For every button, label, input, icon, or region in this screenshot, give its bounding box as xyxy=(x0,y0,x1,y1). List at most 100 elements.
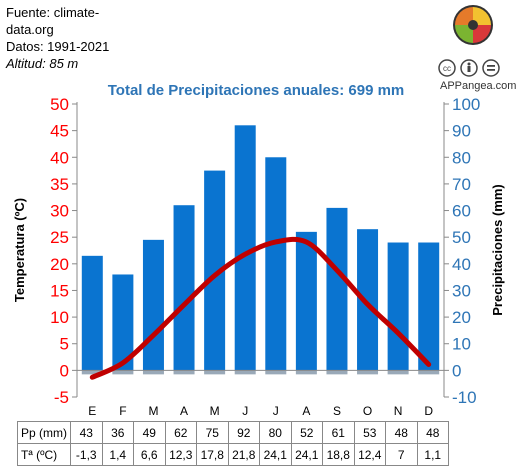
pp-cell: 36 xyxy=(101,421,134,444)
appangea-logo-icon xyxy=(453,5,493,45)
y-right-tick-label: 30 xyxy=(452,281,471,300)
precip-bar-base xyxy=(326,370,348,375)
precip-bar xyxy=(295,231,317,371)
temp-cell: 1,1 xyxy=(416,443,449,466)
y-right-tick-label: -10 xyxy=(452,388,477,407)
x-category-label: A xyxy=(180,404,188,418)
x-category-label: N xyxy=(394,404,403,418)
altitude: Altitud: 85 m xyxy=(6,56,79,71)
x-category-label: M xyxy=(148,404,158,418)
precip-bar-base xyxy=(265,370,287,375)
pp-cell: 43 xyxy=(70,421,103,444)
x-category-label: A xyxy=(302,404,310,418)
precip-bar-base xyxy=(234,370,256,375)
y-left-tick-label: 30 xyxy=(50,202,69,221)
temp-cell: 21,8 xyxy=(227,443,260,466)
x-category-label: J xyxy=(273,404,279,418)
x-category-label: E xyxy=(88,404,96,418)
pp-cell: 52 xyxy=(290,421,323,444)
source-line-2: data.org xyxy=(6,22,54,37)
pp-cell: 48 xyxy=(416,421,449,444)
precip-bar-base xyxy=(142,370,164,375)
precip-bar xyxy=(387,242,409,371)
y-left-tick-label: 10 xyxy=(50,308,69,327)
row-label-pp: Pp (mm) xyxy=(17,421,71,444)
pp-cell: 48 xyxy=(385,421,418,444)
precip-bar-base xyxy=(295,370,317,375)
y-left-tick-label: 50 xyxy=(50,95,69,114)
precip-bar-base xyxy=(387,370,409,375)
y-left-tick-label: 5 xyxy=(60,335,69,354)
temp-cell: 18,8 xyxy=(322,443,355,466)
temp-cell: 17,8 xyxy=(196,443,229,466)
precip-bar-base xyxy=(81,370,103,375)
temp-cell: 24,1 xyxy=(259,443,292,466)
y-right-tick-label: 60 xyxy=(452,202,471,221)
temp-cell: 7 xyxy=(385,443,418,466)
pp-cell: 80 xyxy=(259,421,292,444)
table-row: Pp (mm) 43 36 49 62 75 92 80 52 61 53 48 48 xyxy=(17,421,449,444)
temp-cell: 6,6 xyxy=(133,443,166,466)
climate-chart: Total de Precipitaciones anuales: 699 mm… xyxy=(12,82,505,418)
y-right-tick-label: 0 xyxy=(452,361,461,380)
pp-cell: 62 xyxy=(164,421,197,444)
table-row: Tª (ºC) -1,3 1,4 6,6 12,3 17,8 21,8 24,1 24,1 18… xyxy=(17,443,449,466)
data-table: Pp (mm) 43 36 49 62 75 92 80 52 61 53 48 48 Tª (ºC)… xyxy=(17,421,449,466)
x-category-label: F xyxy=(119,404,126,418)
creative-commons-icon: cc xyxy=(438,59,500,77)
pp-cell: 49 xyxy=(133,421,166,444)
precip-bar-base xyxy=(418,370,440,375)
row-label-t: Tª (ºC) xyxy=(17,443,71,466)
y-left-tick-label: 20 xyxy=(50,255,69,274)
y-left-tick-label: 35 xyxy=(50,175,69,194)
temp-cell: 12,3 xyxy=(164,443,197,466)
y-left-tick-label: 40 xyxy=(50,148,69,167)
temp-cell: 24,1 xyxy=(290,443,323,466)
chart-title: Total de Precipitaciones anuales: 699 mm xyxy=(108,82,405,99)
y-right-tick-label: 90 xyxy=(452,122,471,141)
y-left-tick-label: 0 xyxy=(60,361,69,380)
precip-bar xyxy=(326,207,348,371)
brand-name: APPangea.com xyxy=(440,80,517,92)
pp-cell: 53 xyxy=(353,421,386,444)
precip-bar xyxy=(357,229,379,371)
svg-text:cc: cc xyxy=(443,64,451,73)
temp-cell: 12,4 xyxy=(353,443,386,466)
precip-bar xyxy=(265,157,287,371)
y-left-tick-label: 45 xyxy=(50,122,69,141)
source-info: Fuente: climate- data.org Datos: 1991-20… xyxy=(6,4,109,72)
y-left-axis-label: Temperatura (ºC) xyxy=(12,198,27,302)
y-right-tick-label: 10 xyxy=(452,335,471,354)
precip-bar xyxy=(142,239,164,371)
pp-cell: 75 xyxy=(196,421,229,444)
precip-bar xyxy=(173,205,195,371)
precip-bar-base xyxy=(173,370,195,375)
temp-cell: 1,4 xyxy=(101,443,134,466)
y-right-tick-label: 80 xyxy=(452,148,471,167)
y-right-tick-label: 50 xyxy=(452,228,471,247)
source-line-1: Fuente: climate- xyxy=(6,5,100,20)
precip-bar-base xyxy=(204,370,226,375)
x-category-label: S xyxy=(333,404,341,418)
y-left-tick-label: 15 xyxy=(50,281,69,300)
precip-bar xyxy=(112,274,134,371)
y-left-tick-label: -5 xyxy=(54,388,69,407)
x-category-label: J xyxy=(242,404,248,418)
temperature-line xyxy=(89,236,432,380)
precip-bar xyxy=(418,242,440,371)
x-category-label: D xyxy=(424,404,433,418)
y-left-tick-label: 25 xyxy=(50,228,69,247)
y-right-tick-label: 20 xyxy=(452,308,471,327)
y-right-tick-label: 70 xyxy=(452,175,471,194)
precip-bar xyxy=(234,125,256,371)
pp-cell: 92 xyxy=(227,421,260,444)
precip-bar xyxy=(81,255,103,371)
precip-bar xyxy=(204,170,226,371)
temp-cell: -1,3 xyxy=(70,443,103,466)
x-category-label: M xyxy=(210,404,220,418)
precip-bar-base xyxy=(112,370,134,375)
y-right-axis-label: Precipitaciones (mm) xyxy=(490,184,505,316)
x-category-label: O xyxy=(363,404,372,418)
precip-bar-base xyxy=(357,370,379,375)
pp-cell: 61 xyxy=(322,421,355,444)
